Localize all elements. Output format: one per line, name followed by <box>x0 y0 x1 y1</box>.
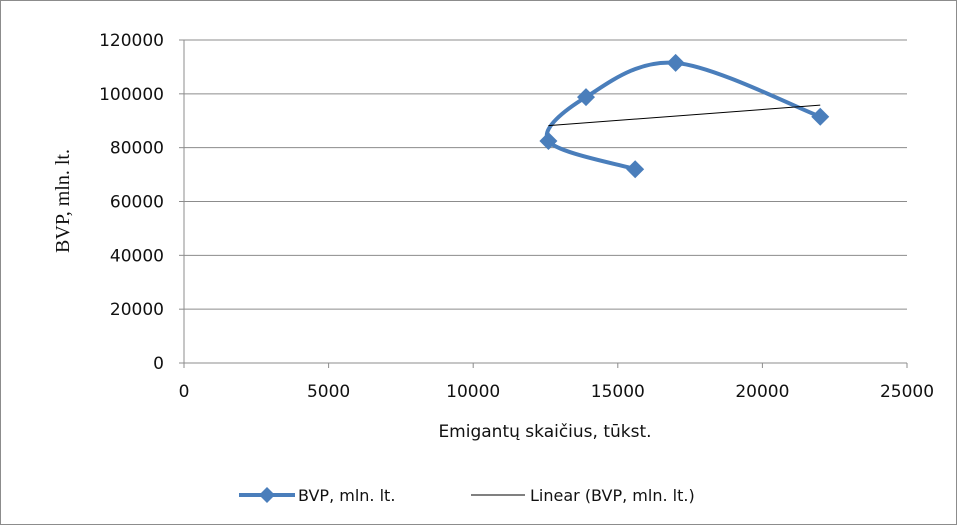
x-tick-label: 5000 <box>307 382 350 402</box>
data-point-marker-2 <box>576 88 595 107</box>
x-tick-label: 20000 <box>735 382 789 402</box>
data-point-marker-1 <box>539 131 558 150</box>
y-tick-label: 100000 <box>99 85 164 105</box>
x-tick-label: 25000 <box>880 382 934 402</box>
y-tick-labels: 0 20000 40000 60000 80000 100000 120000 <box>99 31 164 374</box>
legend: BVP, mln. lt. Linear (BVP, mln. lt.) <box>239 486 695 505</box>
x-tick-labels: 0 5000 10000 15000 20000 25000 <box>179 382 934 402</box>
data-point-marker-0 <box>626 160 645 179</box>
y-tick-label: 0 <box>153 354 164 374</box>
x-tick-label: 10000 <box>446 382 500 402</box>
legend-diamond-marker <box>259 487 275 503</box>
x-tick-label: 15000 <box>591 382 645 402</box>
x-axis-label: Emigantų skaičius, tūkst. <box>438 422 651 442</box>
y-tick-label: 80000 <box>110 139 164 159</box>
x-tick-label: 0 <box>179 382 190 402</box>
data-point-marker-4 <box>811 107 830 126</box>
y-tick-label: 40000 <box>110 246 164 266</box>
y-tick-label: 20000 <box>110 300 164 320</box>
series-line-bvp <box>544 60 821 172</box>
data-point-marker-3 <box>666 53 685 72</box>
legend-label-series: BVP, mln. lt. <box>298 486 395 505</box>
y-tick-label: 120000 <box>99 31 164 51</box>
axes <box>179 39 908 368</box>
series <box>539 53 830 179</box>
y-tick-label: 60000 <box>110 193 164 213</box>
y-axis-label: BVP, mln. lt. <box>52 149 74 253</box>
gridlines <box>184 39 907 310</box>
trendline-linear <box>548 104 821 127</box>
legend-label-trendline: Linear (BVP, mln. lt.) <box>530 486 695 505</box>
